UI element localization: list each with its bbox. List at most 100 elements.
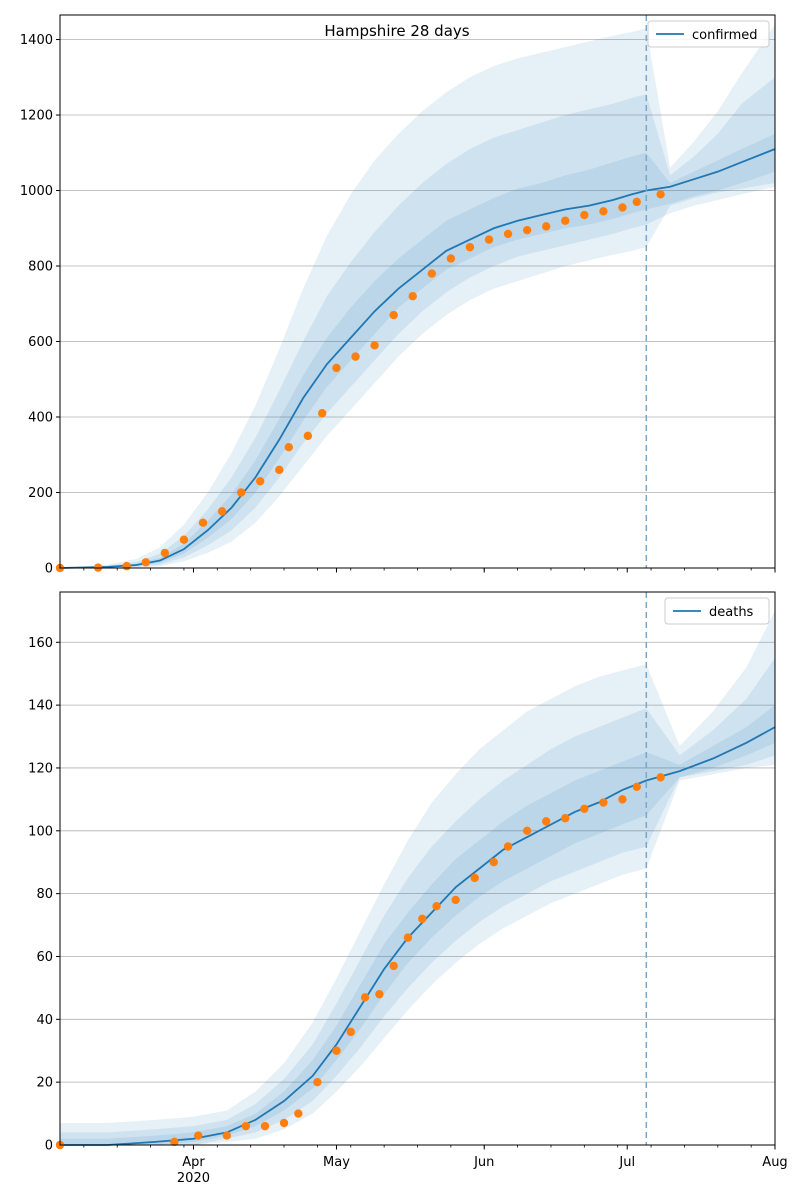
y-tick-label: 1200 [20,109,53,124]
observed-point [418,914,427,923]
y-tick-label: 20 [36,1076,53,1091]
plot-frame [59,591,776,1146]
observed-point [403,933,413,942]
x-tick-label: Jul [618,1155,635,1170]
y-tick-label: 100 [28,824,53,839]
band-80 [60,77,775,569]
observed-point [470,873,479,883]
observed-point [346,1027,355,1037]
observed-point [427,269,436,278]
observed-point [408,292,417,301]
observed-point [241,1121,251,1131]
observed-point [446,254,456,263]
y-tick-label: 400 [28,411,53,426]
observed-point [275,465,284,475]
observed-point [313,1077,322,1087]
observed-point [465,242,475,252]
y-tick-label: 800 [28,260,53,275]
x-tick-label: May [323,1155,350,1170]
observed-point [618,795,627,804]
observed-point [370,341,379,350]
observed-point [332,363,341,373]
y-tick-label: 0 [45,562,53,577]
observed-point [542,222,551,231]
observed-point [522,826,532,835]
y-tick-label: 60 [36,950,53,965]
observed-point [160,548,170,558]
legend-label: deaths [709,605,754,620]
observed-point [389,961,398,971]
observed-point [284,443,293,452]
observed-point [656,773,665,782]
y-tick-label: 160 [28,636,53,651]
observed-point [389,310,398,320]
observed-point [542,817,551,826]
observed-point [375,989,384,999]
observed-point [194,1131,203,1140]
observed-point [484,235,494,244]
legend-confirmed: confirmed [647,20,770,48]
observed-point [432,902,441,911]
observed-point [170,1137,179,1147]
band-95 [60,24,775,568]
y-tick-label: 1400 [20,33,53,48]
observed-point [179,535,189,544]
observed-point [260,1121,270,1131]
y-tick-label: 1000 [20,184,53,199]
y-tick-label: 120 [28,761,53,776]
band-50 [60,705,775,1145]
observed-point [351,352,360,361]
observed-point [332,1046,341,1055]
observed-point [503,229,513,239]
observed-point [580,804,589,814]
y-tick-label: 0 [45,1139,53,1154]
y-tick-label: 80 [36,887,53,902]
chart-title: Hampshire 28 days [324,22,469,40]
observed-point [632,197,641,207]
y-tick-label: 200 [28,486,53,501]
observed-point [122,561,131,571]
observed-point [489,858,498,867]
observed-point [632,782,641,792]
band-95 [60,610,775,1145]
x-tick-label: Jun [473,1155,494,1170]
observed-point [256,476,265,486]
observed-point [222,1131,232,1140]
legend-box [664,597,770,625]
observed-point [580,210,589,220]
series-median-confirmed [59,148,776,569]
y-tick-label: 40 [36,1013,53,1028]
band-80 [60,657,775,1145]
observed-point [217,507,227,516]
legend-label: confirmed [692,28,758,43]
observed-point [599,207,608,216]
observed-point [141,558,150,567]
y-tick-label: 140 [28,699,53,714]
observed-point [561,814,570,823]
observed-point [317,409,327,418]
band-50 [60,133,775,569]
y-tick-label: 600 [28,335,53,350]
observed-point [451,895,460,905]
chart-panel-confirmed: 0 200 400 600 800 1000 1200 1400 confirmed [20,14,776,577]
observed-point [198,518,208,527]
observed-point [561,216,570,225]
x-tick-sublabel: 2020 [177,1171,210,1186]
observed-point [294,1109,303,1118]
observed-point [656,190,665,199]
legend-box [647,20,770,48]
plot-frame [59,14,776,569]
observed-point [303,431,313,441]
observed-point [360,993,370,1002]
series-median-deaths [60,726,776,1146]
observed-point [599,798,608,807]
observed-point [279,1118,289,1128]
legend-deaths: deaths [664,597,770,625]
observed-point [503,842,513,851]
x-tick-label: Apr [182,1155,205,1170]
observed-point [618,203,627,212]
x-tick-label: Aug [762,1155,787,1170]
observed-point [522,225,532,235]
